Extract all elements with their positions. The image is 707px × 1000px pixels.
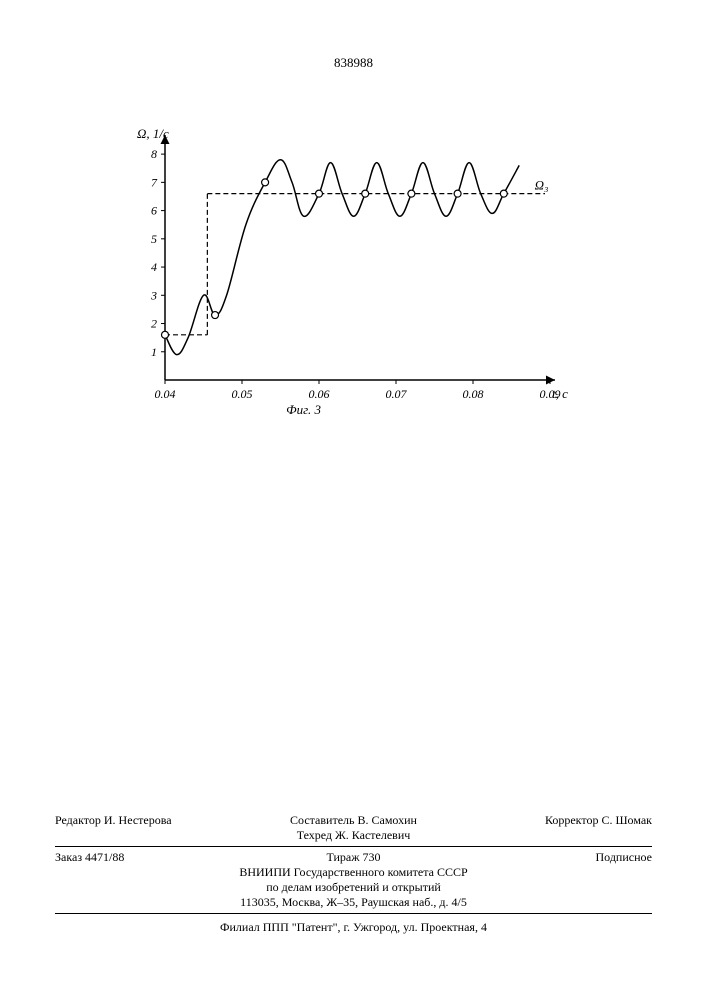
circulation-label: Тираж 730 (215, 850, 492, 865)
chart-figure: 123456780.040.050.060.070.080.09Ω, 1/ct,… (110, 120, 570, 420)
svg-text:Ω₃: Ω₃ (535, 178, 549, 193)
org-line2: по делам изобретений и открытий (215, 880, 492, 895)
svg-text:1: 1 (151, 345, 157, 359)
svg-text:0.04: 0.04 (155, 387, 176, 401)
svg-text:0.08: 0.08 (463, 387, 484, 401)
page-number: 838988 (0, 55, 707, 71)
org-line3: 113035, Москва, Ж–35, Раушская наб., д. … (215, 895, 492, 910)
svg-text:6: 6 (151, 204, 157, 218)
svg-text:t, c: t, c (552, 386, 568, 401)
svg-text:0.06: 0.06 (309, 387, 330, 401)
svg-text:Фиг. 3: Фиг. 3 (286, 402, 321, 417)
svg-text:8: 8 (151, 147, 157, 161)
order-label: Заказ 4471/88 (55, 850, 215, 910)
svg-text:2: 2 (151, 317, 157, 331)
subscription-label: Подписное (492, 850, 652, 910)
org-line1: ВНИИПИ Государственного комитета СССР (215, 865, 492, 880)
tech-editor-label: Техред Ж. Кастелевич (215, 828, 492, 843)
svg-text:4: 4 (151, 260, 157, 274)
composer-label: Составитель В. Самохин (215, 813, 492, 828)
corrector-label: Корректор С. Шомак (492, 813, 652, 843)
svg-text:7: 7 (151, 175, 158, 189)
svg-text:Ω, 1/c: Ω, 1/c (137, 126, 169, 141)
chart-svg: 123456780.040.050.060.070.080.09Ω, 1/ct,… (110, 120, 570, 430)
svg-text:0.07: 0.07 (386, 387, 408, 401)
editor-label: Редактор И. Нестерова (55, 813, 215, 843)
branch-label: Филиал ППП "Патент", г. Ужгород, ул. Про… (55, 914, 652, 935)
svg-text:3: 3 (150, 288, 157, 302)
footer-block: Редактор И. Нестерова Составитель В. Сам… (55, 810, 652, 935)
svg-text:0.05: 0.05 (232, 387, 253, 401)
svg-text:5: 5 (151, 232, 157, 246)
